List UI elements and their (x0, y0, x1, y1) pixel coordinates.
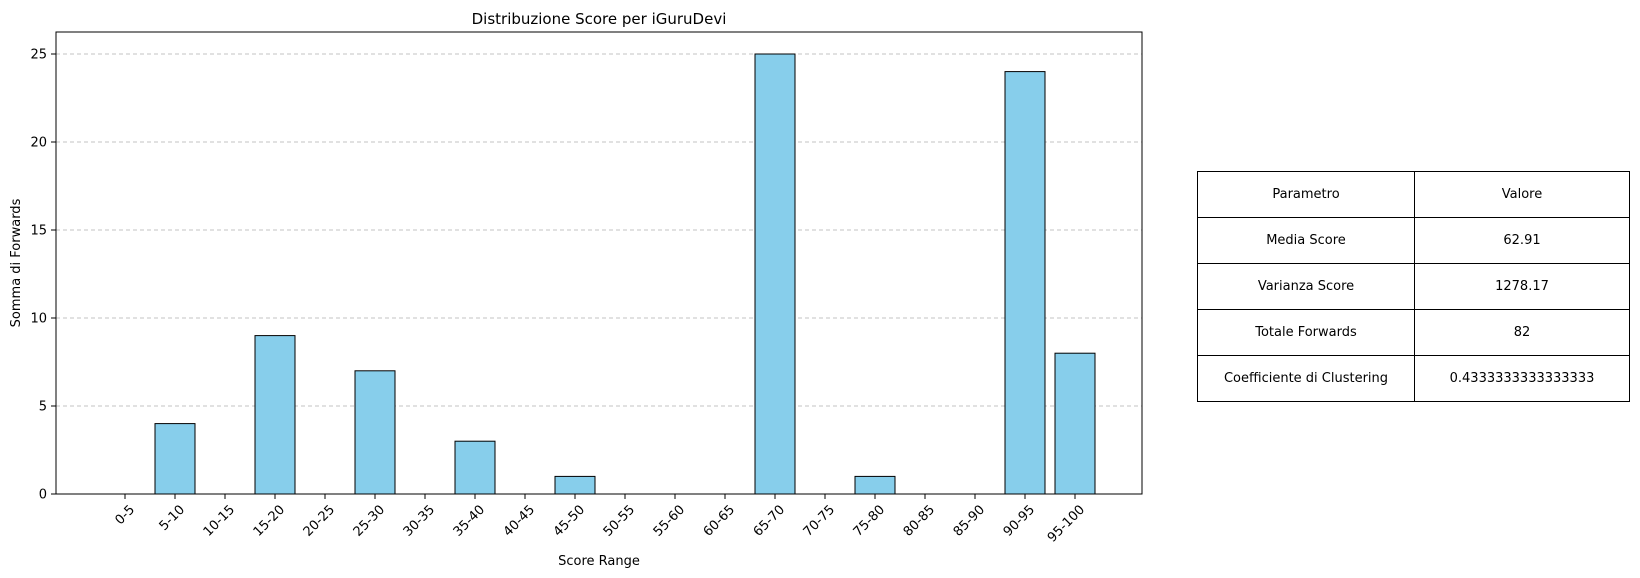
y-tick-label: 25 (30, 48, 47, 63)
table-cell: 1278.17 (1414, 263, 1630, 310)
x-axis-label: Score Range (558, 554, 640, 569)
table-cell: 62.91 (1414, 217, 1630, 264)
x-tick-label: 30-35 (401, 502, 438, 539)
y-tick-label: 10 (30, 312, 47, 327)
x-tick-label: 0-5 (112, 502, 138, 528)
x-tick-label: 85-90 (951, 502, 988, 539)
table-cell: Media Score (1197, 217, 1415, 264)
table-cell: 82 (1414, 309, 1630, 356)
x-tick-label: 25-30 (351, 502, 388, 539)
y-tick-label: 15 (30, 224, 47, 239)
table-row: Coefficiente di Clustering 0.43333333333… (1197, 355, 1630, 402)
x-tick-label: 60-65 (701, 502, 738, 539)
x-tick-label: 70-75 (801, 502, 838, 539)
bar (854, 475, 896, 495)
table-row: Media Score 62.91 (1197, 217, 1630, 264)
plot-frame (55, 31, 1143, 495)
bar (754, 53, 796, 495)
x-tick-label: 5-10 (157, 502, 188, 533)
x-tick-label: 50-55 (601, 502, 638, 539)
bar (1054, 352, 1096, 495)
bar (1004, 71, 1046, 495)
table-cell: Coefficiente di Clustering (1197, 355, 1415, 402)
bar (554, 475, 596, 495)
table-header-cell: Valore (1414, 171, 1630, 218)
y-axis-label: Somma di Forwards (9, 198, 24, 327)
table-cell: Totale Forwards (1197, 309, 1415, 356)
x-tick-label: 55-60 (651, 502, 688, 539)
x-tick-label: 75-80 (851, 502, 888, 539)
x-tick-label: 20-25 (301, 502, 338, 539)
y-tick-label: 20 (30, 136, 47, 151)
table-cell: Varianza Score (1197, 263, 1415, 310)
grid-lines (56, 53, 1142, 407)
chart-title: Distribuzione Score per iGuruDevi (472, 10, 727, 28)
table-row: Varianza Score 1278.17 (1197, 263, 1630, 310)
table-row: Totale Forwards 82 (1197, 309, 1630, 356)
stats-table: Parametro Valore Media Score 62.91 Varia… (1197, 171, 1630, 402)
y-tick-label: 0 (39, 488, 47, 503)
table-header-row: Parametro Valore (1197, 171, 1630, 218)
bar (454, 440, 496, 495)
table-cell: 0.4333333333333333 (1414, 355, 1630, 402)
bar (254, 335, 296, 495)
x-tick-label: 40-45 (501, 502, 538, 539)
x-tick-label: 90-95 (1001, 502, 1038, 539)
table-header-cell: Parametro (1197, 171, 1415, 218)
y-axis: 0 5 10 15 20 25 (30, 48, 56, 503)
bar-series (154, 53, 1096, 495)
y-tick-label: 5 (39, 400, 47, 415)
x-axis: 0-5 5-10 10-15 15-20 20-25 25-30 30-35 35-40 40-… (112, 494, 1088, 546)
x-tick-label: 35-40 (451, 502, 488, 539)
x-tick-label: 80-85 (901, 502, 938, 539)
x-tick-label: 95-100 (1045, 502, 1088, 545)
x-tick-label: 65-70 (751, 502, 788, 539)
x-tick-label: 45-50 (551, 502, 588, 539)
x-tick-label: 15-20 (251, 502, 288, 539)
bar (354, 370, 396, 495)
bar (154, 423, 196, 495)
x-tick-label: 10-15 (201, 502, 238, 539)
